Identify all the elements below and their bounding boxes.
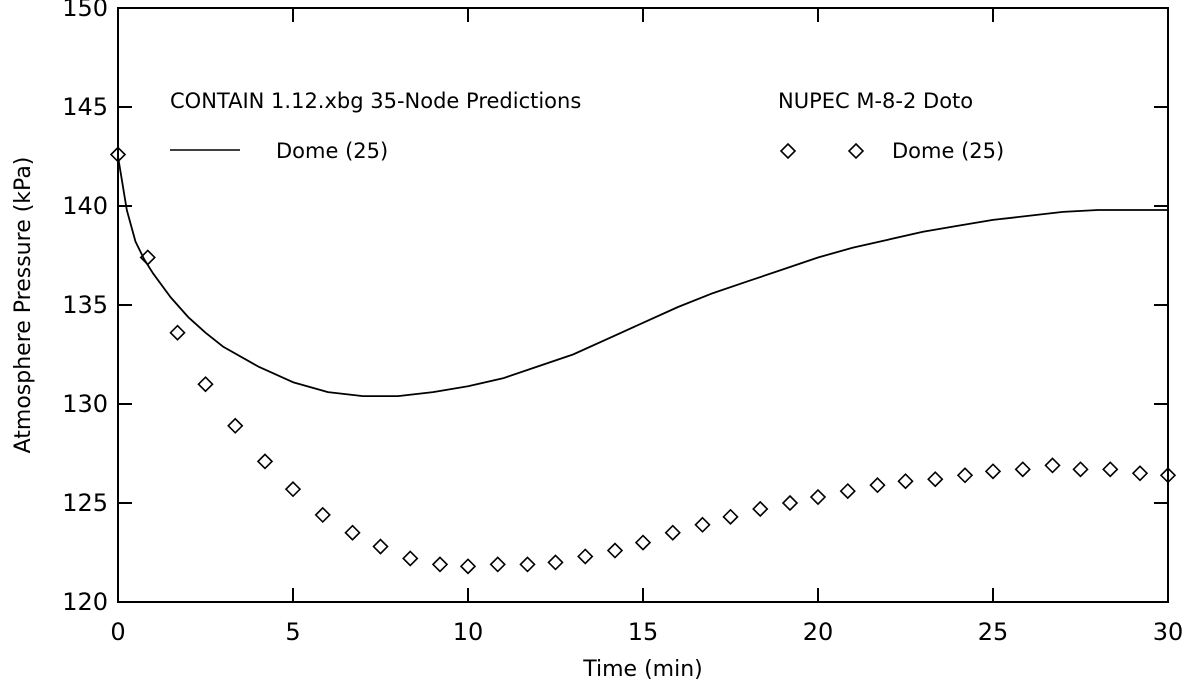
data-point-dome-measured <box>606 542 624 559</box>
legend-line-group-title: CONTAIN 1.12.xbg 35-Node Predictions <box>170 89 581 113</box>
data-point-dome-measured <box>547 554 564 571</box>
x-tick-label: 10 <box>453 618 484 646</box>
data-point-dome-measured <box>956 467 974 484</box>
x-tick-label: 30 <box>1153 618 1184 646</box>
data-point-dome-measured <box>984 463 1002 480</box>
y-tick-label: 145 <box>62 93 108 121</box>
data-point-dome-measured <box>197 376 214 393</box>
y-axis-title: Atmosphere Pressure (kPa) <box>11 157 36 454</box>
y-tick-label: 150 <box>62 0 108 22</box>
data-point-dome-measured <box>1072 461 1089 478</box>
data-point-dome-measured <box>109 146 127 163</box>
data-point-dome-measured <box>694 516 711 533</box>
data-point-dome-measured <box>634 534 652 551</box>
x-tick-label: 0 <box>110 618 125 646</box>
data-point-dome-measured <box>839 482 856 500</box>
data-point-dome-measured <box>139 249 156 266</box>
data-point-dome-measured <box>897 473 914 490</box>
data-point-dome-measured <box>1131 465 1149 482</box>
legend-marker-swatch-2 <box>847 142 865 160</box>
x-tick-label: 25 <box>978 618 1009 646</box>
series-layer <box>109 146 1177 575</box>
data-point-dome-measured <box>869 477 886 494</box>
series-line-dome-prediction <box>117 156 1168 398</box>
y-axis-ticks: 120 125 130 135 140 145 150 <box>62 0 1168 616</box>
data-point-dome-measured <box>927 471 944 488</box>
x-axis-title: Time (min) <box>582 657 703 682</box>
data-point-dome-measured <box>256 453 274 470</box>
data-point-dome-measured <box>372 538 389 555</box>
data-point-dome-measured <box>1102 461 1119 478</box>
data-point-dome-measured <box>459 558 477 575</box>
data-point-dome-measured <box>722 508 739 525</box>
data-point-dome-measured <box>809 488 827 506</box>
y-tick-label: 120 <box>62 588 108 616</box>
data-point-dome-measured <box>431 556 449 573</box>
data-point-dome-measured <box>1044 457 1061 474</box>
legend: CONTAIN 1.12.xbg 35-Node Predictions Dom… <box>170 89 1004 163</box>
legend-line-label: Dome (25) <box>276 139 388 163</box>
x-axis-ticks: 0 5 10 15 20 25 30 <box>110 8 1183 646</box>
x-tick-label: 20 <box>803 618 834 646</box>
legend-marker-swatch-1 <box>779 142 797 160</box>
data-point-dome-measured <box>489 556 506 573</box>
data-point-dome-measured <box>1014 461 1031 478</box>
y-tick-label: 125 <box>62 489 108 517</box>
data-point-dome-measured <box>284 481 302 498</box>
data-point-dome-measured <box>664 524 681 541</box>
data-point-dome-measured <box>519 556 536 573</box>
data-point-dome-measured <box>344 524 361 541</box>
data-point-dome-measured <box>752 500 769 518</box>
y-tick-label: 135 <box>62 291 108 319</box>
legend-marker-group-title: NUPEC M-8-2 Doto <box>778 89 973 113</box>
data-point-dome-measured <box>314 506 331 524</box>
legend-marker-label: Dome (25) <box>892 139 1004 163</box>
x-tick-label: 5 <box>285 618 300 646</box>
data-point-dome-measured <box>577 548 594 565</box>
y-tick-label: 140 <box>62 192 108 220</box>
data-point-dome-measured <box>402 550 419 567</box>
y-tick-label: 130 <box>62 390 108 418</box>
x-tick-label: 15 <box>628 618 659 646</box>
data-point-dome-measured <box>1159 467 1177 484</box>
data-point-dome-measured <box>781 494 799 512</box>
data-point-dome-measured <box>169 324 186 341</box>
data-point-dome-measured <box>227 417 244 434</box>
